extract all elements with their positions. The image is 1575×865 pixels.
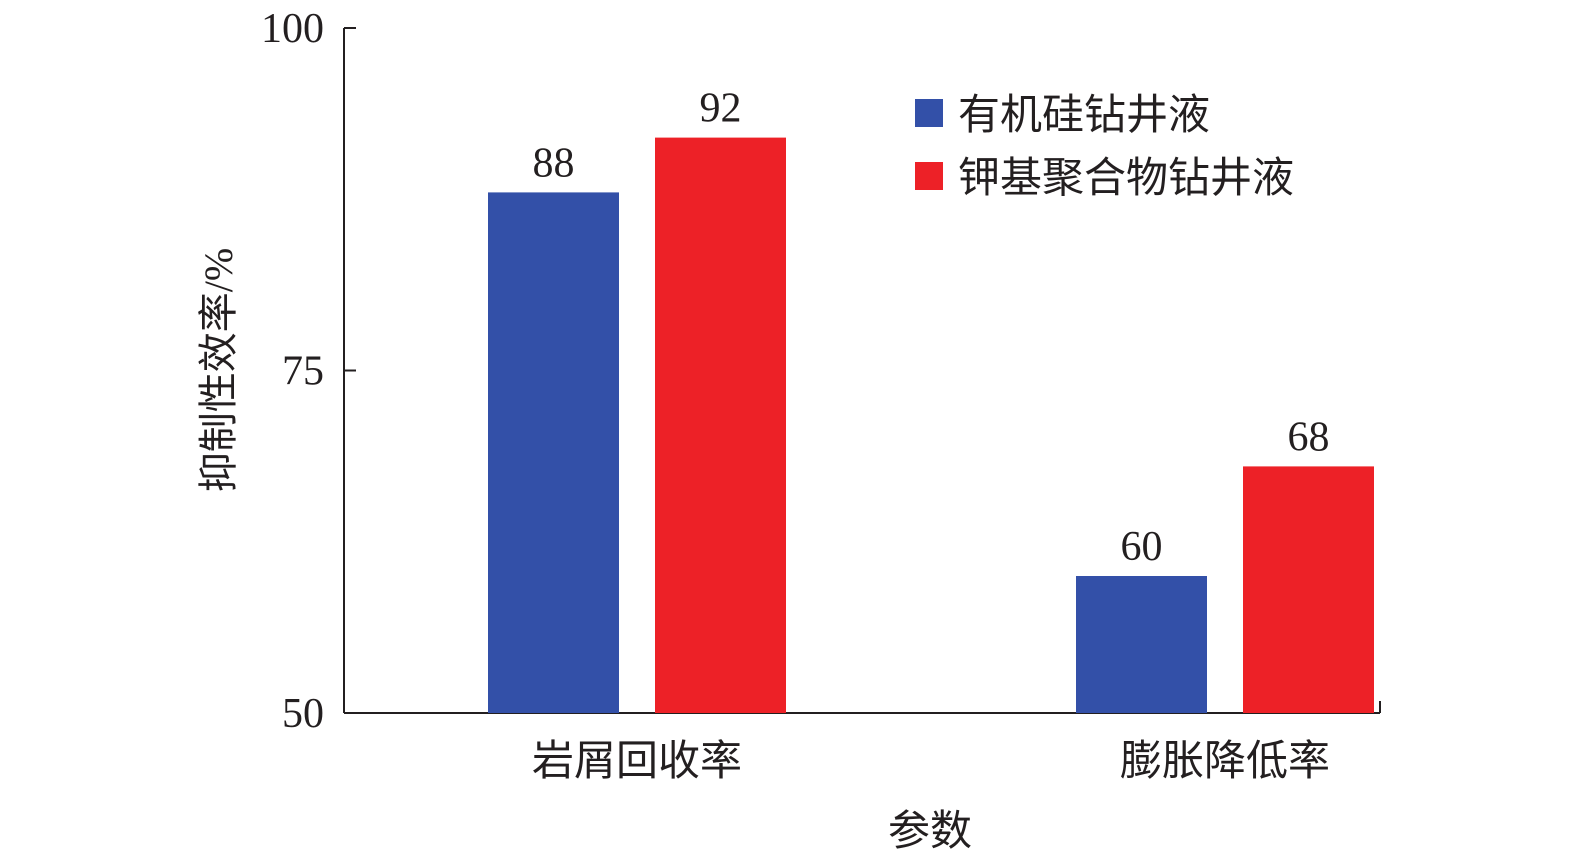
y-tick-label: 100: [261, 6, 324, 52]
y-axis-label: 抑制性效率/%: [196, 248, 241, 492]
legend-label: 有机硅钻井液: [958, 93, 1210, 139]
legend-swatch: [915, 99, 943, 127]
x-tick-label: 膨胀降低率: [1120, 738, 1330, 785]
bar: [1076, 576, 1207, 713]
legend-swatch: [915, 162, 943, 190]
value-label: 92: [700, 86, 742, 132]
value-label: 60: [1121, 524, 1163, 570]
bar: [655, 137, 786, 714]
bar: [1243, 466, 1374, 713]
x-axis-label: 参数: [888, 808, 972, 855]
x-tick-label: 岩屑回收率: [532, 738, 742, 785]
bar: [488, 192, 619, 713]
y-tick-label: 75: [282, 349, 324, 395]
value-label: 88: [533, 140, 575, 186]
y-tick-label: 50: [282, 691, 324, 737]
value-label: 68: [1288, 414, 1330, 460]
legend-label: 钾基聚合物钻井液: [958, 156, 1294, 202]
